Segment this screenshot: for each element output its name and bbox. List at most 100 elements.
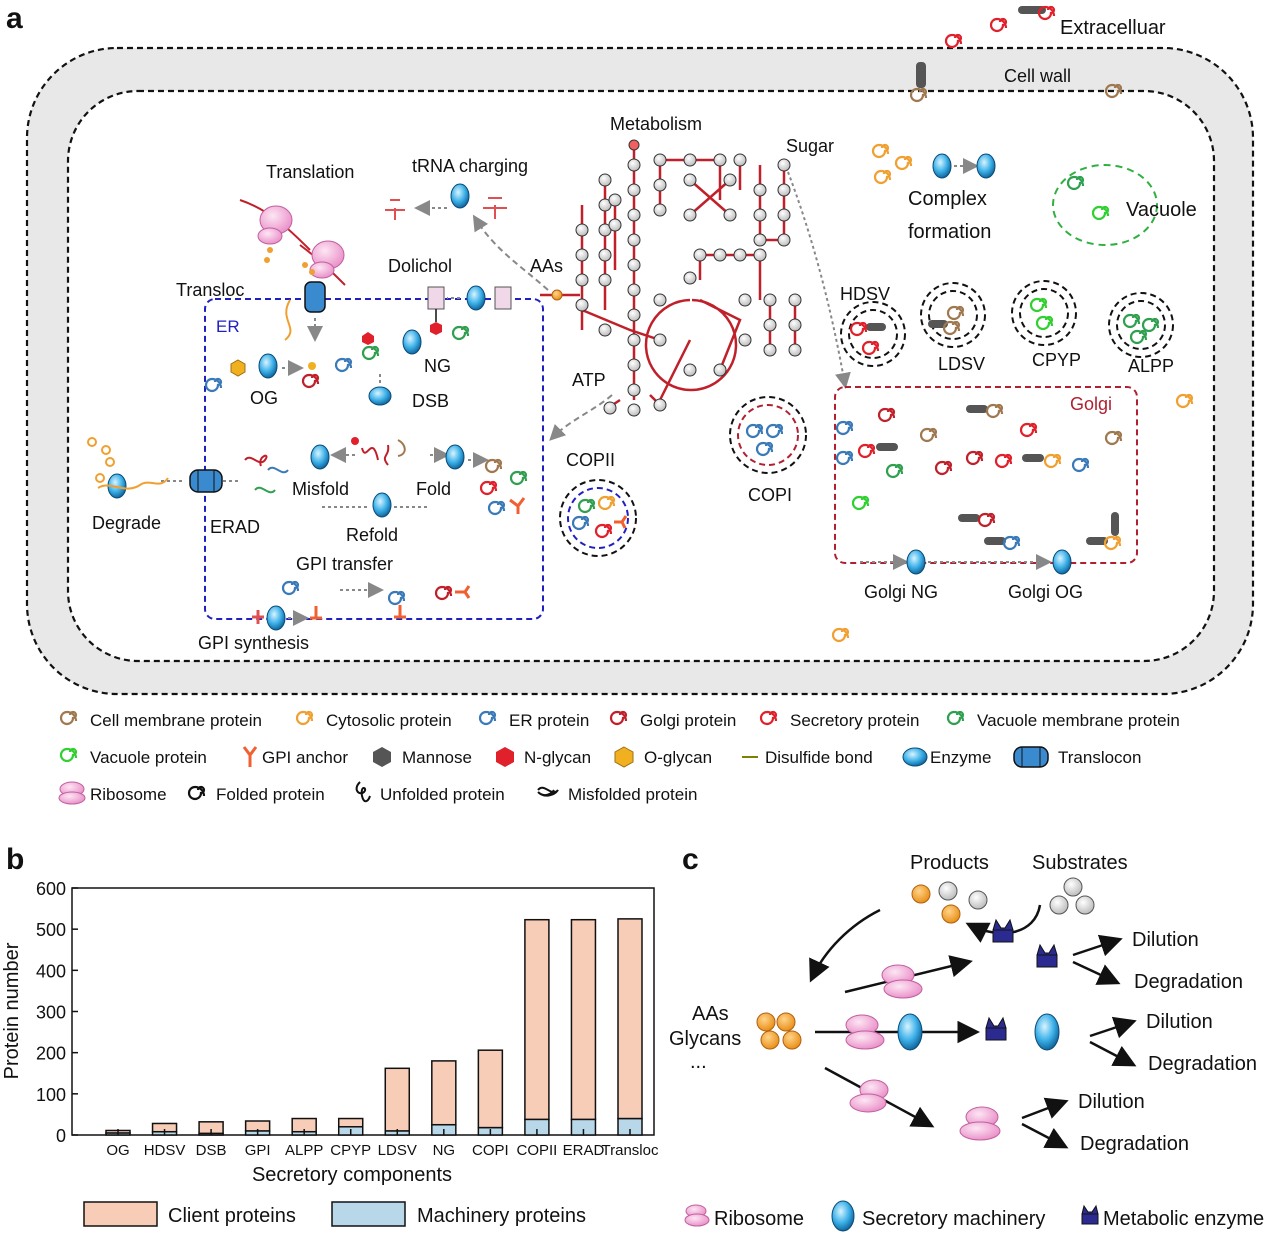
glycans-label: Glycans	[669, 1028, 741, 1050]
golgi-protein-legend-icon	[609, 710, 628, 726]
mannose-icon	[373, 747, 391, 767]
chart-x-label: Secretory components	[252, 1164, 452, 1186]
unfolded-protein-legend-icon	[355, 781, 371, 803]
panel-c: c Products Substrates Dilution Degradati…	[669, 843, 1264, 1232]
y-tick-label: 100	[36, 1085, 66, 1105]
trna-synthetase-enzyme	[450, 183, 470, 209]
chart-x-axis: OG HDSV DSB GPI ALPP CPYP LDSV NG COPI COPII ERADT…	[106, 1129, 659, 1159]
folded-proteins	[479, 458, 528, 516]
enzyme-degradation-arrow	[1072, 960, 1121, 985]
aa-to-trna-arrow	[472, 214, 549, 291]
secretory-machinery-c-2	[1034, 1013, 1060, 1051]
ribosome-c-3	[849, 1079, 889, 1113]
ribosome-c-1	[881, 964, 923, 999]
copi-label: COPI	[748, 485, 792, 505]
machinery-degradation-arrow	[1089, 1040, 1137, 1067]
legend-a: Cell membrane protein Cytosolic protein …	[58, 710, 1180, 805]
y-tick-label: 0	[56, 1126, 66, 1146]
dsb-label: DSB	[412, 391, 449, 411]
translation-label: Translation	[266, 162, 354, 182]
x-tick-label: DSB	[196, 1142, 227, 1159]
legend-enzyme-label: Metabolic enzyme	[1103, 1208, 1264, 1230]
translocon-icon	[304, 281, 326, 342]
cell-wall-label: Cell wall	[1004, 66, 1071, 86]
x-tick-label: ALPP	[285, 1142, 323, 1159]
y-tick-label: 400	[36, 961, 66, 981]
y-tick-label: 500	[36, 920, 66, 940]
ellipsis-label: ...	[690, 1051, 707, 1073]
y-tick-label: 300	[36, 1003, 66, 1023]
chart-bars	[105, 918, 643, 1136]
gpi-synthesis-enzyme	[266, 605, 286, 631]
degradation-label-2: Degradation	[1148, 1053, 1257, 1075]
products-label: Products	[910, 852, 989, 874]
x-tick-label: NG	[433, 1142, 456, 1159]
metabolism-label: Metabolism	[610, 114, 702, 134]
cell-membrane	[66, 89, 1216, 663]
legend-item: GPI anchor	[262, 748, 348, 767]
legend-machinery-label: Machinery proteins	[417, 1205, 586, 1227]
amino-acid-node	[551, 289, 563, 301]
aas-label: AAs	[530, 256, 563, 276]
cpyp-label: CPYP	[1032, 350, 1081, 370]
complex-label: Complex	[908, 188, 987, 210]
golgi-ng-label: Golgi NG	[864, 582, 938, 602]
y-tick-label: 200	[36, 1044, 66, 1064]
legend-client-label: Client proteins	[168, 1205, 296, 1227]
copii-vesicle-inner	[567, 487, 629, 549]
legend-row-1: Cell membrane protein Cytosolic protein …	[59, 710, 1180, 730]
cpyp-vesicle	[1011, 280, 1077, 346]
copi-vesicle-outer	[729, 396, 807, 474]
legend-item: Secretory protein	[790, 711, 919, 730]
gpi-synthesis-label: GPI synthesis	[198, 633, 309, 653]
cytosolic-protein-legend-icon	[295, 710, 314, 726]
degraded-amino-acids	[87, 437, 115, 483]
x-tick-label: COPII	[516, 1142, 557, 1159]
legend-row-3: Ribosome Folded protein Unfolded protein…	[58, 781, 697, 805]
formation-label: formation	[908, 221, 991, 243]
unfolded-protein-icon	[284, 299, 292, 341]
amino-acid-pool	[756, 1012, 802, 1050]
x-tick-label: OG	[106, 1142, 129, 1159]
o-glycan-legend-icon	[614, 746, 634, 768]
er-label: ER	[216, 317, 240, 336]
og-enzyme	[258, 353, 278, 379]
x-tick-label: CPYP	[330, 1142, 371, 1159]
dolichol-label: Dolichol	[388, 256, 452, 276]
golgi-compartment	[834, 386, 1138, 564]
metabolic-enzyme-icon	[992, 918, 1058, 968]
bar-client-ng	[431, 1060, 457, 1126]
legend-item: N-glycan	[524, 748, 591, 767]
chart-legend: Client proteins Machinery proteins	[83, 1201, 586, 1227]
ldsv-label: LDSV	[938, 354, 985, 374]
unfolded-secretory-protein	[361, 444, 390, 466]
vacuole-protein-legend-icon	[59, 747, 78, 763]
unfolded-glycan	[351, 437, 359, 445]
copi-vesicle-inner	[737, 404, 799, 466]
panel-a: a Extracelluar Cell wall	[6, 2, 1255, 696]
dolichol-icon	[427, 285, 512, 335]
legend-item: Cytosolic protein	[326, 711, 452, 730]
atp-arrow	[549, 394, 613, 441]
panel-b-letter: b	[6, 843, 24, 876]
refold-enzyme	[372, 492, 392, 518]
gpi-anchor-product	[310, 606, 322, 620]
ribosome-c-4	[959, 1106, 1001, 1141]
vacuole-membrane-protein-legend-icon	[946, 710, 965, 726]
ribosome-dilution-arrow	[1021, 1097, 1069, 1120]
legend-row-2: Vacuole protein GPI anchor Mannose N-gly…	[59, 746, 1141, 768]
folded-protein-icon	[187, 785, 206, 801]
chart-frame	[71, 887, 655, 1136]
ng-enzyme	[402, 329, 422, 355]
secretory-machinery-c-1	[897, 1013, 923, 1051]
enzyme-dilution-arrow	[1072, 934, 1123, 957]
panel-c-legend: Ribosome Secretory machinery Metabolic e…	[684, 1200, 1264, 1232]
complex-product	[976, 153, 996, 179]
dsb-enzyme	[368, 386, 392, 406]
og-label: OG	[250, 388, 278, 408]
bar-client-copi	[477, 1049, 504, 1129]
legend-item: Disulfide bond	[765, 748, 873, 767]
fold-label: Fold	[416, 479, 451, 499]
bar-client-transloc	[617, 918, 643, 1120]
hdsv-vesicle	[840, 301, 906, 367]
